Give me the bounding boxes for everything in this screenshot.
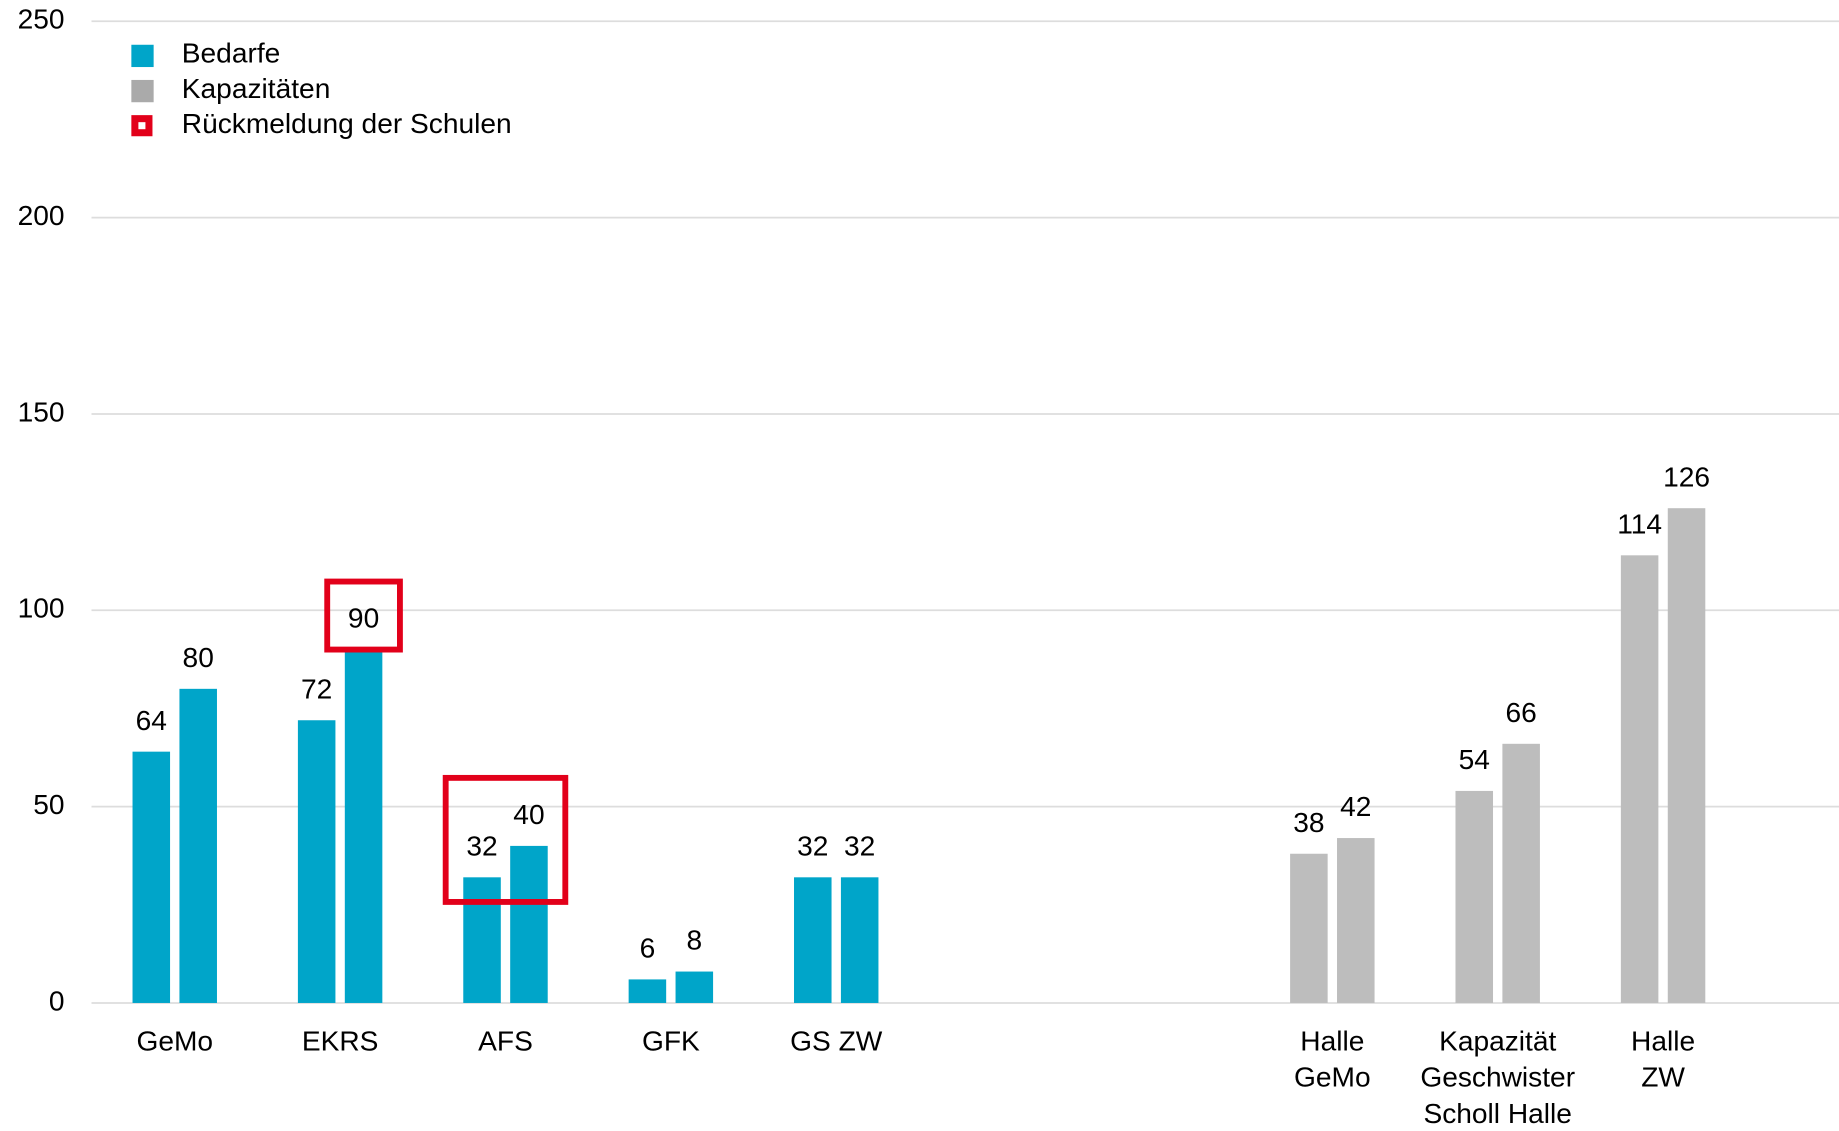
value-label: 32 <box>844 830 875 861</box>
x-tick-label: ZW <box>1641 1062 1685 1093</box>
value-label: 72 <box>301 673 332 704</box>
y-tick-label: 200 <box>18 200 65 231</box>
value-label: 90 <box>348 603 379 634</box>
y-tick-label: 150 <box>18 396 65 427</box>
bar <box>1667 508 1706 1003</box>
x-tick-label: Geschwister <box>1420 1062 1575 1093</box>
bar <box>840 877 879 1003</box>
x-tick-label: EKRS <box>302 1025 379 1056</box>
bar <box>1337 838 1375 1003</box>
value-label: 40 <box>513 799 544 830</box>
bar <box>510 845 548 1003</box>
bar <box>1620 555 1659 1003</box>
bar <box>132 751 171 1003</box>
bar <box>463 877 501 1003</box>
value-label: 114 <box>1617 508 1662 539</box>
legend-label: Bedarfe <box>182 38 281 69</box>
legend-swatch <box>131 44 154 68</box>
x-tick-label: Scholl Halle <box>1423 1098 1572 1129</box>
x-tick-label: GS ZW <box>790 1025 883 1056</box>
x-tick-label: Halle <box>1631 1025 1695 1056</box>
value-label: 32 <box>797 830 828 861</box>
highlight-box <box>442 774 569 905</box>
legend-label: Rückmeldung der Schulen <box>182 108 512 139</box>
bar <box>1290 853 1328 1003</box>
bar <box>297 720 336 1003</box>
value-label: 126 <box>1663 461 1710 492</box>
bar <box>179 688 217 1003</box>
bar <box>1502 743 1540 1003</box>
x-tick-label: GeMo <box>136 1025 213 1056</box>
value-label: 42 <box>1340 791 1371 822</box>
bar <box>675 971 714 1003</box>
value-label: 54 <box>1459 744 1490 775</box>
legend-swatch <box>131 79 154 103</box>
y-tick-label: 250 <box>18 4 65 35</box>
bar <box>628 979 667 1003</box>
value-label: 66 <box>1506 697 1537 728</box>
x-tick-label: Halle <box>1300 1025 1364 1056</box>
x-tick-label: Kapazität <box>1439 1025 1556 1056</box>
value-label: 8 <box>686 925 702 956</box>
value-label: 32 <box>466 830 497 861</box>
y-tick-label: 100 <box>18 593 65 624</box>
y-tick-label: 50 <box>33 789 64 820</box>
bar <box>794 877 832 1003</box>
value-label: 38 <box>1293 807 1324 838</box>
x-tick-label: GFK <box>642 1025 700 1056</box>
x-tick-label: GeMo <box>1294 1062 1371 1093</box>
bar <box>1455 790 1494 1003</box>
value-label: 64 <box>136 705 167 736</box>
y-tick-label: 0 <box>49 985 65 1016</box>
value-label: 80 <box>183 642 214 673</box>
highlight-box <box>324 578 403 653</box>
bar <box>344 649 383 1003</box>
value-label: 6 <box>640 933 656 964</box>
legend-label: Kapazitäten <box>182 73 331 104</box>
x-tick-label: AFS <box>478 1025 533 1056</box>
legend-swatch-center <box>138 122 146 130</box>
